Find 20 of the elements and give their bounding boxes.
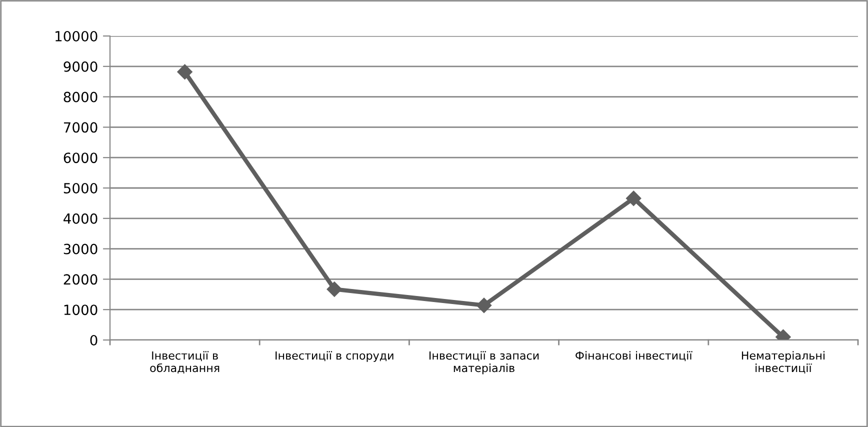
y-tick-label: 5000	[64, 182, 98, 194]
point	[476, 298, 492, 313]
point	[326, 282, 342, 297]
y-tick-label: 8000	[64, 92, 98, 102]
x-tick-label: Нематеріальні інвестиції	[742, 351, 824, 374]
y-tick-label: 2000	[64, 274, 98, 285]
y-tick-label: 3000	[64, 244, 98, 254]
y-tick-label: 4000	[64, 213, 98, 224]
point	[626, 190, 642, 206]
point	[177, 64, 192, 80]
x-tick-label: Інвестиції в споруди	[276, 351, 394, 362]
y-tick-label: 7000	[64, 122, 98, 133]
y-tick-label: 9000	[64, 61, 98, 72]
x-tick-label: Фінансові інвестиції	[576, 351, 692, 362]
x-tick-label: Інвестиції в обладнання	[150, 351, 220, 374]
y-tick-label: 0	[90, 334, 98, 346]
y-tick-label: 10000	[56, 30, 98, 42]
y-tick-label: 1000	[64, 304, 98, 316]
y-tick-label: 6000	[64, 152, 98, 164]
x-tick-label: Інвестиції в запаси матеріалів	[429, 351, 539, 374]
